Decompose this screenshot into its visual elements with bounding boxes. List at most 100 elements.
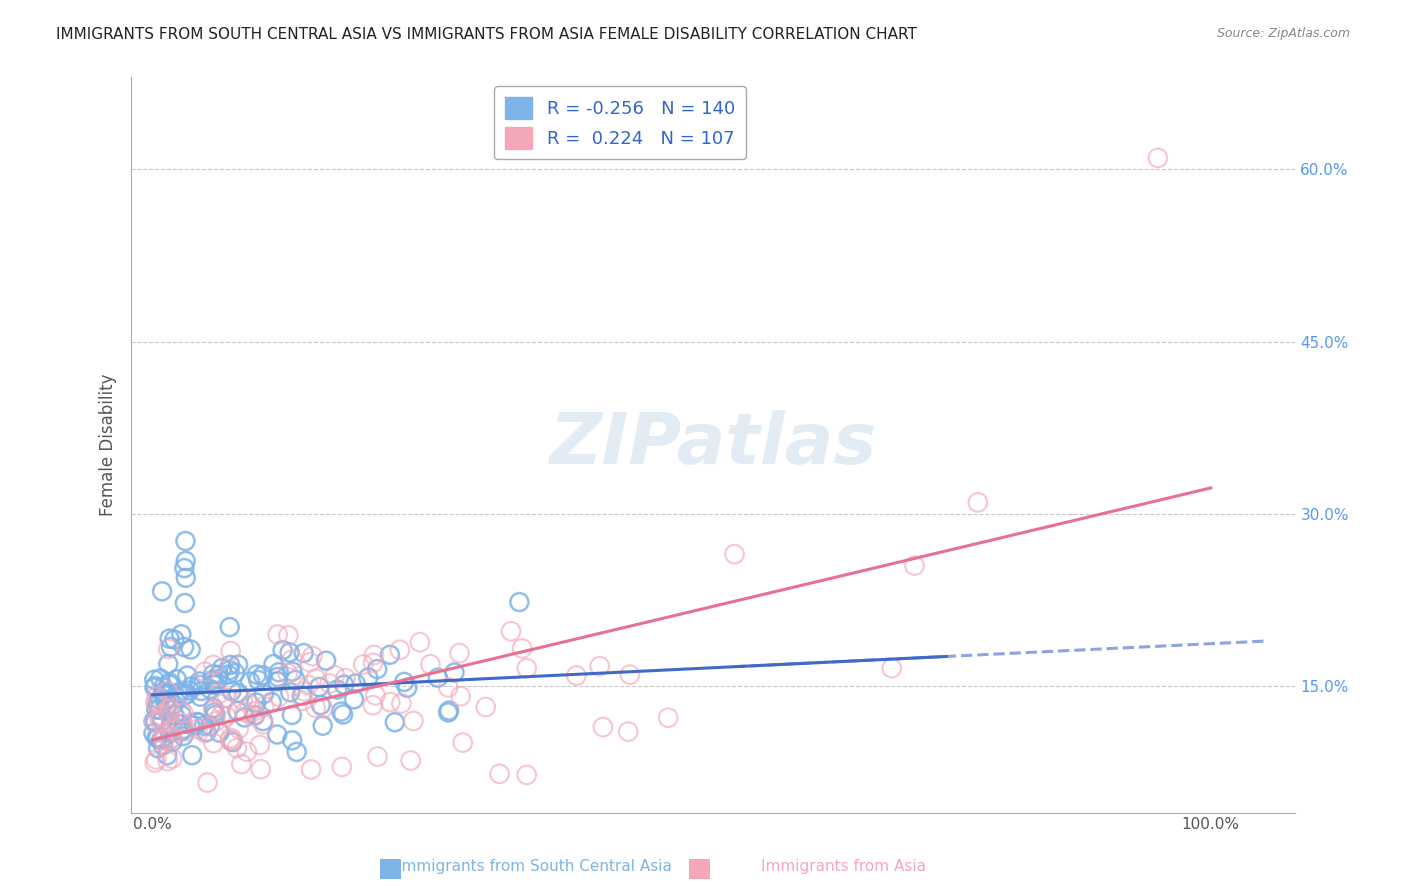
Immigrants from South Central Asia [267,665,290,680]
Point [153,693,176,707]
Point [152,739,174,753]
Point [284,673,307,687]
Point [173,689,195,703]
Point [392,674,415,689]
Point [157,678,180,692]
Immigrants from South Central Asia [245,708,267,723]
Immigrants from South Central Asia [201,667,224,681]
Point [312,719,335,733]
Point [384,715,406,730]
Point [207,672,229,686]
Point [516,661,538,675]
Point [378,648,401,662]
Point [419,657,441,672]
Immigrants from South Central Asia [157,678,180,692]
Point [160,717,183,731]
Immigrants from South Central Asia [218,663,240,677]
Point [143,679,166,693]
Point [903,558,925,573]
Point [330,705,353,719]
Point [180,642,202,657]
Point [392,674,415,689]
Point [153,693,176,707]
Immigrants from South Central Asia [263,657,285,671]
Point [195,725,218,739]
Point [143,715,166,730]
Immigrants from South Central Asia [224,665,246,680]
Point [162,734,184,748]
Point [219,657,242,672]
Point [437,706,460,720]
Point [159,675,181,690]
Point [204,714,226,729]
Point [146,731,169,745]
Point [152,684,174,698]
Point [343,692,366,706]
Point [174,554,197,568]
Point [152,681,174,695]
Point [278,685,301,699]
Point [589,659,612,673]
Point [200,681,222,696]
Point [231,757,253,772]
Point [174,571,197,585]
Immigrants from South Central Asia [392,674,415,689]
Point [201,673,224,688]
Point [292,684,315,698]
Immigrants from South Central Asia [142,726,165,740]
Immigrants from South Central Asia [281,708,304,723]
Point [278,645,301,659]
Point [243,709,266,723]
Point [166,672,188,686]
Point [510,641,533,656]
Immigrants from South Central Asia [291,689,314,703]
Immigrants from South Central Asia [266,727,288,741]
Immigrants from South Central Asia [157,657,180,671]
Point [159,675,181,690]
Point [170,724,193,739]
Point [335,671,357,685]
Point [266,727,288,741]
Point [142,726,165,740]
Point [183,718,205,732]
Point [172,722,194,736]
Point [193,719,215,733]
Point [188,674,211,689]
Point [619,667,641,681]
Point [194,726,217,740]
Immigrants from South Central Asia [160,640,183,654]
Point [252,668,274,682]
Point [162,723,184,737]
Point [163,632,186,647]
Point [173,640,195,654]
Immigrants from South Central Asia [150,732,173,747]
Immigrants from South Central Asia [260,695,283,709]
Point [188,678,211,692]
Immigrants from South Central Asia [180,680,202,694]
Point [176,687,198,701]
Point [145,702,167,716]
Point [297,678,319,692]
Point [443,665,465,680]
Immigrants from South Central Asia [204,708,226,723]
Point [252,717,274,731]
Immigrants from South Central Asia [146,741,169,756]
Immigrants from South Central Asia [174,554,197,568]
Point [451,736,474,750]
Point [204,677,226,691]
Point [363,648,385,662]
Point [173,640,195,654]
Point [967,495,990,509]
Point [179,717,201,731]
Point [153,726,176,740]
Immigrants from South Central Asia [160,719,183,733]
Immigrants from South Central Asia [247,673,270,687]
Point [221,735,243,749]
Point [145,714,167,729]
Immigrants from South Central Asia [202,706,225,720]
Point [153,733,176,747]
Point [245,708,267,723]
Immigrants from South Central Asia [266,670,288,684]
Immigrants from South Central Asia [239,674,262,689]
Point [352,657,374,672]
